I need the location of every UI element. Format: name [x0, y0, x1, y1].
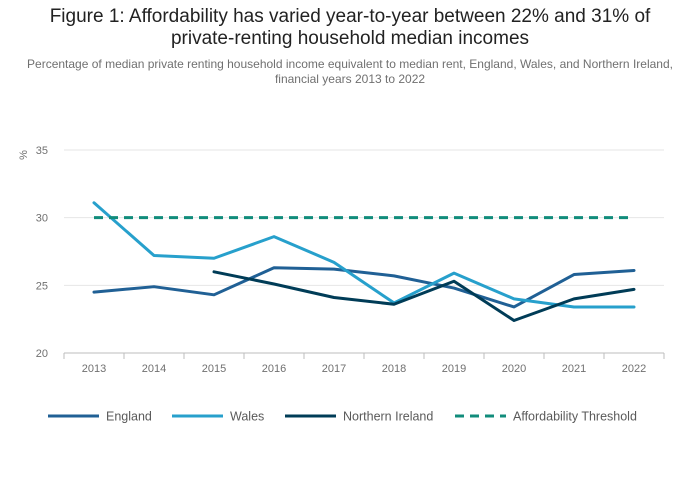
legend-item-england[interactable]: England [48, 410, 152, 424]
series-line-england[interactable] [92, 266, 636, 309]
legend-item-affordability-threshold[interactable]: Affordability Threshold [455, 410, 637, 424]
x-tick-label: 2013 [82, 363, 106, 375]
x-tick-label: 2022 [622, 363, 646, 375]
series-line-northern-ireland[interactable] [212, 270, 636, 323]
chart-title: Figure 1: Affordability has varied year-… [49, 6, 651, 49]
y-tick-label: 20 [36, 348, 48, 360]
x-tick-label: 2019 [442, 363, 466, 375]
y-tick-label: 25 [36, 280, 48, 292]
legend-item-northern-ireland[interactable]: Northern Ireland [285, 410, 433, 424]
x-tick-label: 2015 [202, 363, 226, 375]
x-tick-label: 2020 [502, 363, 526, 375]
legend-label: Affordability Threshold [513, 410, 637, 424]
x-tick-label: 2021 [562, 363, 586, 375]
y-tick-label: 30 [36, 213, 48, 225]
x-tick-label: 2016 [262, 363, 286, 375]
legend-label: England [106, 410, 152, 424]
x-tick-label: 2014 [142, 363, 166, 375]
series-line-wales[interactable] [92, 201, 636, 309]
y-axis-label: % [18, 150, 30, 160]
chart-subtitle: Percentage of median private renting hou… [27, 57, 673, 86]
x-tick-label: 2017 [322, 363, 346, 375]
legend-item-wales[interactable]: Wales [172, 410, 264, 424]
legend-label: Wales [230, 410, 264, 424]
x-tick-label: 2018 [382, 363, 406, 375]
y-tick-label: 35 [36, 145, 48, 157]
legend-label: Northern Ireland [343, 410, 433, 424]
